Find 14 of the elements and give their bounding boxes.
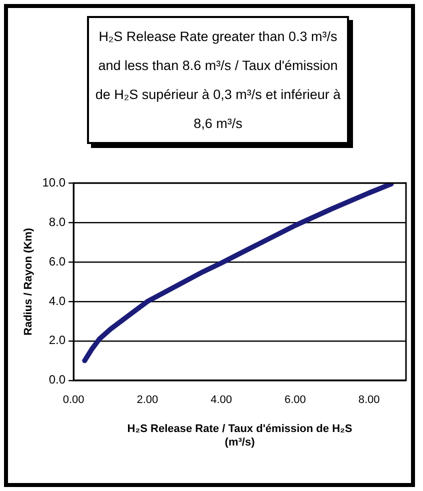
x-tick-label: 4.00 (210, 394, 232, 406)
y-tick-label: 4.0 (48, 294, 66, 308)
y-tick-label: 0.0 (48, 372, 66, 387)
x-tick-label: 2.00 (136, 394, 158, 406)
x-tick-label: 6.00 (284, 394, 306, 406)
x-tick-label: 8.00 (358, 394, 380, 406)
y-tick-label: 10.0 (42, 175, 66, 190)
x-tick-label: 0.00 (62, 394, 84, 406)
chart-title: H₂S Release Rate greater than 0.3 m³/s and less than 8.6 m³/s / Taux d'émission de H₂S supérieur à 0,3 m³/s et inférieur à 8,6 m³/s (87, 16, 349, 144)
y-tick-label: 8.0 (48, 214, 66, 229)
y-tick-label: 6.0 (48, 254, 66, 268)
x-axis-title: H₂S Release Rate / Taux d'émission de H₂S (m³/s) (127, 423, 352, 448)
y-tick-label: 2.0 (48, 333, 66, 348)
y-axis-title: Radius / Rayon (Km) (22, 228, 35, 336)
